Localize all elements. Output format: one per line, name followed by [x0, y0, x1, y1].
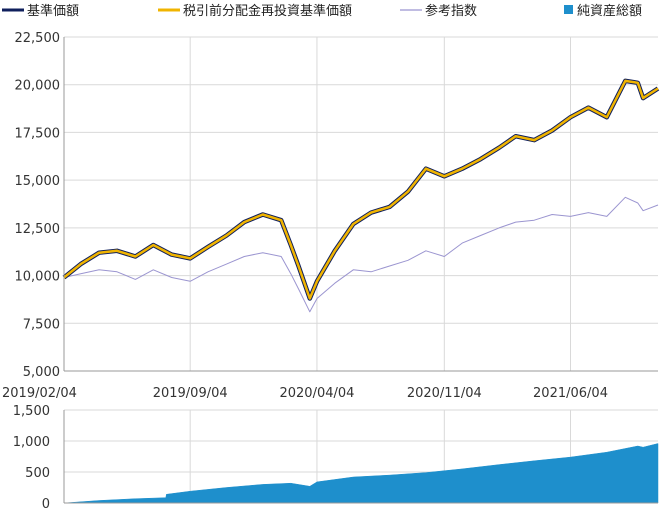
- sub-y-tick-label-0: 0: [42, 497, 50, 508]
- main-y-tick-label-6: 20,000: [15, 79, 61, 94]
- series-line-reinvested-price: [63, 79, 659, 300]
- main-y-tick-label-3: 12,500: [15, 222, 61, 237]
- sub-y-tick-label-1: 500: [25, 466, 50, 481]
- series-area-net-assets: [63, 443, 659, 504]
- legend: 基準価額 税引前分配金再投資基準価額 参考指数 純資産総額: [2, 3, 642, 19]
- legend-label-1: 税引前分配金再投資基準価額: [183, 3, 352, 19]
- legend-swatch-3: [564, 5, 573, 14]
- series-line-reference-index: [63, 196, 659, 313]
- main-y-tick-label-7: 22,500: [15, 31, 61, 46]
- x-tick-label-1: 2019/09/04: [153, 386, 228, 401]
- legend-label-3: 純資産総額: [577, 3, 642, 19]
- sub-chart-series: [63, 443, 659, 504]
- x-tick-label-4: 2021/06/04: [533, 386, 608, 401]
- sub-y-tick-label-3: 1,500: [13, 404, 50, 419]
- main-chart-axes: 5,000 7,500 10,000 12,500 15,000 17,500 20,000…: [2, 31, 658, 401]
- legend-label-2: 参考指数: [425, 3, 477, 19]
- main-y-tick-label-1: 7,500: [23, 317, 60, 332]
- x-tick-label-2: 2020/04/04: [279, 386, 354, 401]
- sub-y-tick-label-2: 1,000: [13, 435, 50, 450]
- main-y-tick-label-0: 5,000: [23, 365, 60, 380]
- legend-label-0: 基準価額: [27, 3, 79, 19]
- main-y-tick-label-2: 10,000: [15, 270, 61, 285]
- main-y-tick-label-5: 17,500: [15, 126, 61, 141]
- sub-chart-axes: 0 500 1,000 1,500: [13, 404, 658, 508]
- x-tick-label-3: 2020/11/04: [407, 386, 482, 401]
- main-chart-series: [62, 78, 660, 313]
- x-tick-label-0: 2019/02/04: [2, 386, 77, 401]
- main-y-tick-label-4: 15,000: [15, 174, 61, 189]
- series-line-base-price: [62, 78, 660, 301]
